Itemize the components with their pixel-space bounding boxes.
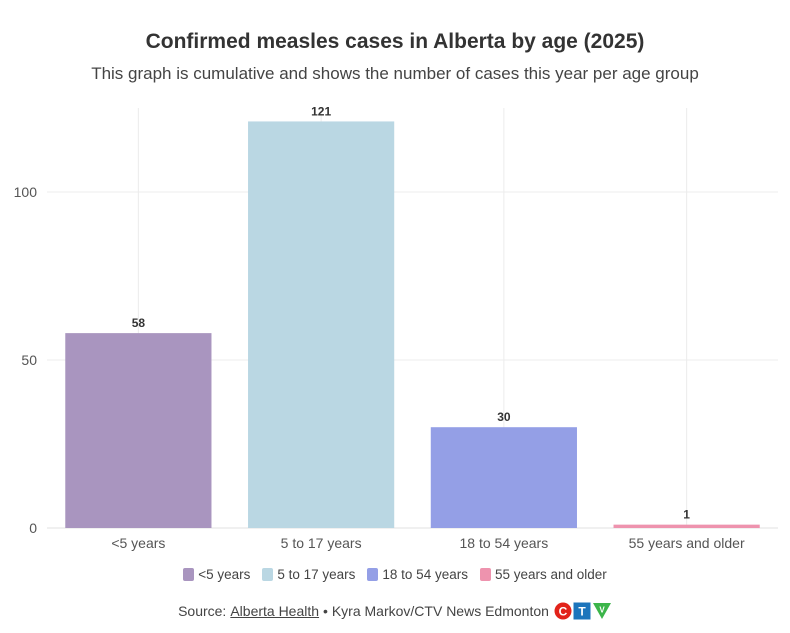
ctv-logo-v-icon: V: [592, 603, 611, 619]
legend-swatch: [262, 568, 274, 581]
legend-item-18-to-54[interactable]: 18 to 54 years: [367, 567, 468, 582]
ctv-logo-t-icon: T: [573, 602, 591, 620]
x-tick-label: 18 to 54 years: [460, 535, 549, 551]
y-tick-label: 100: [14, 184, 38, 200]
legend-label: 18 to 54 years: [382, 567, 468, 582]
x-tick-label: 5 to 17 years: [281, 535, 362, 551]
source-link-alberta-health[interactable]: Alberta Health: [230, 603, 320, 619]
legend-label: 5 to 17 years: [277, 567, 356, 582]
legend-label: <5 years: [198, 567, 251, 582]
source-line: Source: Alberta Health • Kyra Markov/CTV…: [0, 602, 790, 620]
svg-text:T: T: [578, 605, 586, 619]
bar-data-label: 58: [132, 316, 146, 330]
chart-legend: <5 years 5 to 17 years 18 to 54 years 55…: [0, 567, 790, 582]
legend-swatch: [367, 568, 379, 581]
ctv-logo: C T V: [554, 602, 612, 620]
x-tick-label: 55 years and older: [629, 535, 745, 551]
legend-swatch: [479, 568, 491, 581]
bar: [248, 121, 395, 528]
legend-label: 55 years and older: [494, 567, 607, 582]
chart-title: Confirmed measles cases in Alberta by ag…: [145, 30, 645, 53]
source-prefix: Source:: [178, 603, 227, 619]
bar-data-label: 1: [683, 508, 690, 522]
svg-text:V: V: [599, 606, 605, 615]
ctv-logo-c-icon: C: [554, 602, 572, 620]
legend-item-5-to-17[interactable]: 5 to 17 years: [262, 567, 355, 582]
svg-text:C: C: [559, 605, 568, 619]
legend-item-55-plus[interactable]: 55 years and older: [479, 567, 607, 582]
source-credit: • Kyra Markov/CTV News Edmonton: [323, 603, 549, 619]
y-tick-label: 0: [29, 520, 37, 536]
x-tick-label: <5 years: [111, 535, 165, 551]
bar-data-label: 121: [311, 104, 331, 118]
legend-item-under-5[interactable]: <5 years: [183, 567, 250, 582]
bar: [613, 524, 760, 528]
y-tick-label: 50: [21, 352, 37, 368]
bar-chart: 0 50 100 58 <5 years 121 5 to 17 years 30 18 to …: [14, 104, 778, 551]
chart-subtitle: This graph is cumulative and shows the n…: [91, 64, 699, 83]
bar-data-label: 30: [497, 410, 511, 424]
bar: [65, 333, 212, 528]
legend-swatch: [183, 568, 195, 581]
bar: [430, 427, 577, 528]
